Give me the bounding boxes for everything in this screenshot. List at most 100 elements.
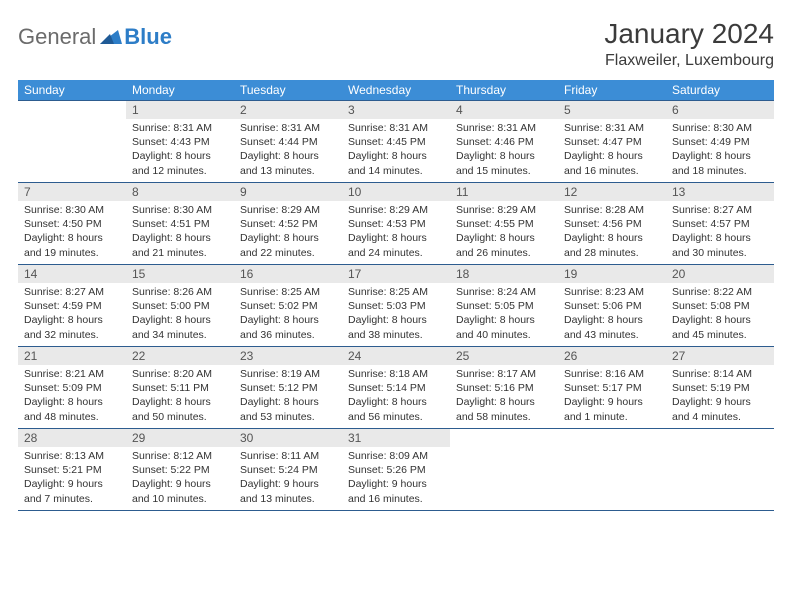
sunset-text: Sunset: 4:53 PM	[348, 217, 446, 231]
calendar-week-row: 7Sunrise: 8:30 AMSunset: 4:50 PMDaylight…	[18, 183, 774, 265]
daylight-text: Daylight: 8 hours and 15 minutes.	[456, 149, 554, 177]
day-details: Sunrise: 8:29 AMSunset: 4:55 PMDaylight:…	[450, 201, 558, 264]
calendar-week-row: 1Sunrise: 8:31 AMSunset: 4:43 PMDaylight…	[18, 101, 774, 183]
day-number: 7	[18, 183, 126, 201]
calendar-day-cell: 28Sunrise: 8:13 AMSunset: 5:21 PMDayligh…	[18, 429, 126, 511]
day-number: 5	[558, 101, 666, 119]
sunset-text: Sunset: 4:45 PM	[348, 135, 446, 149]
daylight-text: Daylight: 9 hours and 10 minutes.	[132, 477, 230, 505]
sunset-text: Sunset: 4:47 PM	[564, 135, 662, 149]
sunset-text: Sunset: 4:49 PM	[672, 135, 770, 149]
daylight-text: Daylight: 8 hours and 22 minutes.	[240, 231, 338, 259]
sunset-text: Sunset: 5:02 PM	[240, 299, 338, 313]
sunset-text: Sunset: 5:19 PM	[672, 381, 770, 395]
sunset-text: Sunset: 5:22 PM	[132, 463, 230, 477]
calendar-day-cell: 19Sunrise: 8:23 AMSunset: 5:06 PMDayligh…	[558, 265, 666, 347]
day-details: Sunrise: 8:30 AMSunset: 4:51 PMDaylight:…	[126, 201, 234, 264]
daylight-text: Daylight: 8 hours and 58 minutes.	[456, 395, 554, 423]
day-header: Monday	[126, 80, 234, 101]
calendar-day-cell: 9Sunrise: 8:29 AMSunset: 4:52 PMDaylight…	[234, 183, 342, 265]
daylight-text: Daylight: 8 hours and 56 minutes.	[348, 395, 446, 423]
daylight-text: Daylight: 8 hours and 24 minutes.	[348, 231, 446, 259]
daylight-text: Daylight: 8 hours and 36 minutes.	[240, 313, 338, 341]
day-details: Sunrise: 8:12 AMSunset: 5:22 PMDaylight:…	[126, 447, 234, 510]
sunset-text: Sunset: 4:44 PM	[240, 135, 338, 149]
sunrise-text: Sunrise: 8:18 AM	[348, 367, 446, 381]
daylight-text: Daylight: 9 hours and 13 minutes.	[240, 477, 338, 505]
day-details	[18, 119, 126, 125]
daylight-text: Daylight: 9 hours and 4 minutes.	[672, 395, 770, 423]
day-number: 15	[126, 265, 234, 283]
calendar-day-cell: 10Sunrise: 8:29 AMSunset: 4:53 PMDayligh…	[342, 183, 450, 265]
calendar-day-cell: 24Sunrise: 8:18 AMSunset: 5:14 PMDayligh…	[342, 347, 450, 429]
logo-mark-icon	[100, 26, 122, 49]
day-details: Sunrise: 8:24 AMSunset: 5:05 PMDaylight:…	[450, 283, 558, 346]
sunset-text: Sunset: 4:43 PM	[132, 135, 230, 149]
day-details	[666, 447, 774, 453]
day-header: Thursday	[450, 80, 558, 101]
sunrise-text: Sunrise: 8:31 AM	[132, 121, 230, 135]
day-number: 9	[234, 183, 342, 201]
calendar-day-cell: 27Sunrise: 8:14 AMSunset: 5:19 PMDayligh…	[666, 347, 774, 429]
sunset-text: Sunset: 4:57 PM	[672, 217, 770, 231]
sunset-text: Sunset: 5:06 PM	[564, 299, 662, 313]
day-number: 13	[666, 183, 774, 201]
day-details: Sunrise: 8:14 AMSunset: 5:19 PMDaylight:…	[666, 365, 774, 428]
daylight-text: Daylight: 9 hours and 1 minute.	[564, 395, 662, 423]
sunset-text: Sunset: 5:17 PM	[564, 381, 662, 395]
location-label: Flaxweiler, Luxembourg	[604, 52, 774, 70]
daylight-text: Daylight: 8 hours and 48 minutes.	[24, 395, 122, 423]
day-details: Sunrise: 8:31 AMSunset: 4:45 PMDaylight:…	[342, 119, 450, 182]
calendar-day-cell	[666, 429, 774, 511]
day-details: Sunrise: 8:25 AMSunset: 5:02 PMDaylight:…	[234, 283, 342, 346]
calendar-body: 1Sunrise: 8:31 AMSunset: 4:43 PMDaylight…	[18, 101, 774, 511]
day-number: 12	[558, 183, 666, 201]
calendar-week-row: 28Sunrise: 8:13 AMSunset: 5:21 PMDayligh…	[18, 429, 774, 511]
calendar-day-cell: 30Sunrise: 8:11 AMSunset: 5:24 PMDayligh…	[234, 429, 342, 511]
sunrise-text: Sunrise: 8:30 AM	[672, 121, 770, 135]
sunset-text: Sunset: 5:16 PM	[456, 381, 554, 395]
sunset-text: Sunset: 5:14 PM	[348, 381, 446, 395]
sunrise-text: Sunrise: 8:27 AM	[24, 285, 122, 299]
day-details: Sunrise: 8:16 AMSunset: 5:17 PMDaylight:…	[558, 365, 666, 428]
calendar-day-cell: 11Sunrise: 8:29 AMSunset: 4:55 PMDayligh…	[450, 183, 558, 265]
logo-text-blue: Blue	[124, 24, 172, 50]
sunset-text: Sunset: 5:05 PM	[456, 299, 554, 313]
calendar-day-cell: 22Sunrise: 8:20 AMSunset: 5:11 PMDayligh…	[126, 347, 234, 429]
sunset-text: Sunset: 5:12 PM	[240, 381, 338, 395]
sunrise-text: Sunrise: 8:17 AM	[456, 367, 554, 381]
day-number: 18	[450, 265, 558, 283]
calendar-day-cell: 6Sunrise: 8:30 AMSunset: 4:49 PMDaylight…	[666, 101, 774, 183]
sunrise-text: Sunrise: 8:23 AM	[564, 285, 662, 299]
sunset-text: Sunset: 4:50 PM	[24, 217, 122, 231]
sunrise-text: Sunrise: 8:30 AM	[132, 203, 230, 217]
logo-text-general: General	[18, 24, 96, 50]
sunrise-text: Sunrise: 8:30 AM	[24, 203, 122, 217]
daylight-text: Daylight: 8 hours and 43 minutes.	[564, 313, 662, 341]
daylight-text: Daylight: 8 hours and 50 minutes.	[132, 395, 230, 423]
calendar-day-cell: 8Sunrise: 8:30 AMSunset: 4:51 PMDaylight…	[126, 183, 234, 265]
calendar-day-cell: 2Sunrise: 8:31 AMSunset: 4:44 PMDaylight…	[234, 101, 342, 183]
daylight-text: Daylight: 8 hours and 34 minutes.	[132, 313, 230, 341]
sunrise-text: Sunrise: 8:25 AM	[348, 285, 446, 299]
day-details: Sunrise: 8:17 AMSunset: 5:16 PMDaylight:…	[450, 365, 558, 428]
calendar-day-cell: 20Sunrise: 8:22 AMSunset: 5:08 PMDayligh…	[666, 265, 774, 347]
calendar-day-cell	[18, 101, 126, 183]
daylight-text: Daylight: 8 hours and 12 minutes.	[132, 149, 230, 177]
sunrise-text: Sunrise: 8:21 AM	[24, 367, 122, 381]
sunrise-text: Sunrise: 8:25 AM	[240, 285, 338, 299]
day-details: Sunrise: 8:23 AMSunset: 5:06 PMDaylight:…	[558, 283, 666, 346]
sunset-text: Sunset: 5:11 PM	[132, 381, 230, 395]
page-header: General Blue January 2024 Flaxweiler, Lu…	[18, 18, 774, 70]
day-details: Sunrise: 8:09 AMSunset: 5:26 PMDaylight:…	[342, 447, 450, 510]
day-details: Sunrise: 8:30 AMSunset: 4:49 PMDaylight:…	[666, 119, 774, 182]
sunrise-text: Sunrise: 8:20 AM	[132, 367, 230, 381]
sunset-text: Sunset: 4:52 PM	[240, 217, 338, 231]
day-header: Sunday	[18, 80, 126, 101]
daylight-text: Daylight: 8 hours and 16 minutes.	[564, 149, 662, 177]
day-number: 28	[18, 429, 126, 447]
daylight-text: Daylight: 8 hours and 30 minutes.	[672, 231, 770, 259]
sunrise-text: Sunrise: 8:11 AM	[240, 449, 338, 463]
sunrise-text: Sunrise: 8:16 AM	[564, 367, 662, 381]
daylight-text: Daylight: 8 hours and 53 minutes.	[240, 395, 338, 423]
